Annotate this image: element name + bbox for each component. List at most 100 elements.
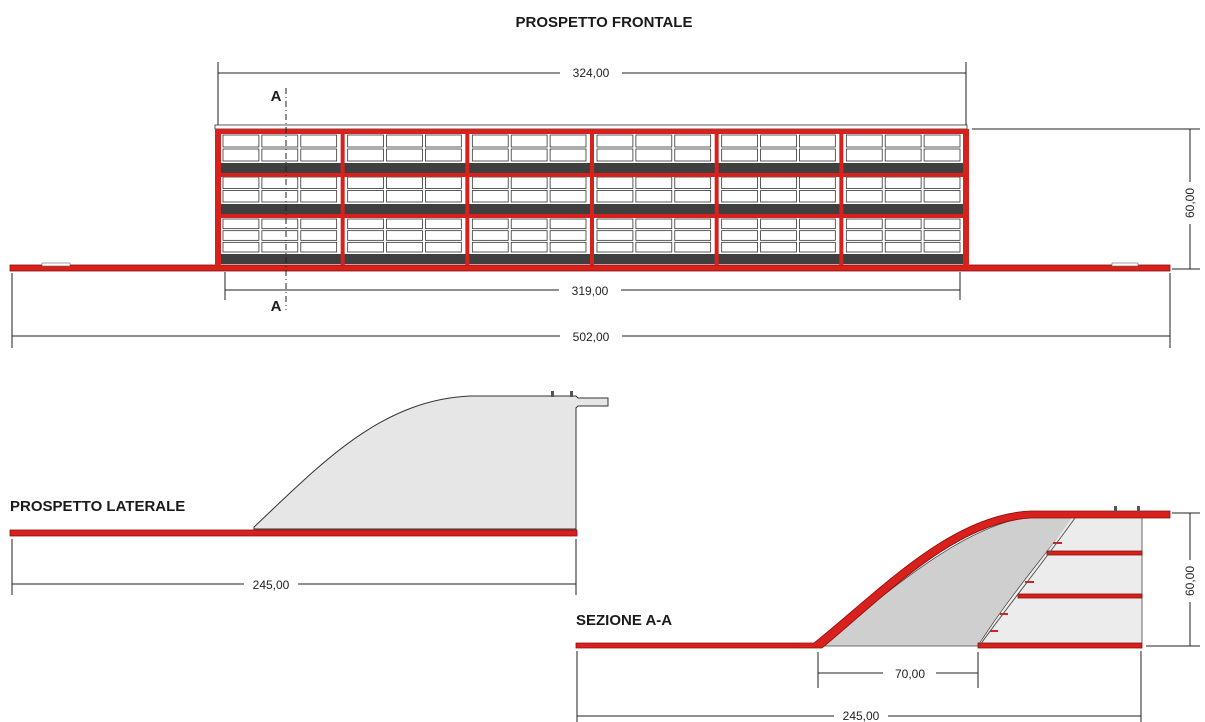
- facade-window-panel: [300, 190, 338, 203]
- facade-window-panel: [347, 176, 384, 189]
- facade-window-panel: [884, 190, 922, 203]
- facade-window-panel: [300, 176, 338, 189]
- side-roof-post-2: [570, 391, 573, 397]
- facade-window-panel: [300, 230, 338, 241]
- facade-window-panel: [674, 241, 712, 253]
- facade-window-panel: [425, 218, 462, 230]
- facade-window-panel: [760, 134, 797, 148]
- dimension-front-inner: 319,00: [224, 272, 961, 300]
- facade-window-panel: [261, 218, 299, 230]
- facade-window-panel: [799, 176, 836, 189]
- dimension-front-height-value: 60,00: [1183, 188, 1197, 218]
- facade-window-panel: [923, 241, 961, 253]
- facade-window-panel: [845, 230, 883, 241]
- facade-window-panel: [425, 230, 462, 241]
- facade-window-panel: [300, 241, 338, 253]
- facade-window-panel: [596, 190, 634, 203]
- facade-window-panel: [760, 148, 797, 162]
- facade-window-panel: [799, 241, 836, 253]
- facade-window-panel: [222, 218, 260, 230]
- side-roof-post-1: [551, 391, 554, 397]
- front-elevation-title: PROSPETTO FRONTALE: [516, 14, 693, 31]
- facade-window-panel: [386, 230, 423, 241]
- facade-window-panel: [884, 134, 922, 148]
- facade-window-panel: [261, 176, 299, 189]
- facade-window-panel: [386, 176, 423, 189]
- facade-window-panel: [799, 134, 836, 148]
- facade-window-panel: [386, 148, 423, 162]
- front-ground-marker-right: [1111, 262, 1139, 267]
- facade-window-panel: [222, 134, 260, 148]
- front-elevation: PROSPETTO FRONTALE 324,00 A A 60,00: [9, 14, 1200, 348]
- facade-window-panel: [549, 134, 587, 148]
- facade-window-panel: [222, 176, 260, 189]
- facade-window-panel: [760, 230, 797, 241]
- facade-window-panel: [845, 190, 883, 203]
- facade-window-panel: [471, 218, 509, 230]
- facade-window-panel: [510, 218, 548, 230]
- facade-window-panel: [721, 148, 758, 162]
- facade-window-panel: [674, 190, 712, 203]
- facade-window-panel: [760, 241, 797, 253]
- facade-window-panel: [596, 134, 634, 148]
- dimension-side-length: 245,00: [11, 539, 577, 595]
- facade-window-panel: [425, 148, 462, 162]
- section-roof-shell: [575, 510, 1171, 649]
- facade-window-panel: [425, 241, 462, 253]
- facade-window-panel: [347, 230, 384, 241]
- facade-window-panel: [674, 230, 712, 241]
- facade-window-panel: [261, 148, 299, 162]
- section-mark-bottom: A: [271, 298, 282, 315]
- facade-window-panel: [471, 230, 509, 241]
- facade-window-panel: [471, 148, 509, 162]
- facade-window-panel: [347, 190, 384, 203]
- facade-window-panel: [510, 241, 548, 253]
- facade-window-panel: [635, 230, 673, 241]
- facade-window-panel: [347, 134, 384, 148]
- facade-window-panel: [222, 230, 260, 241]
- facade-frame-right: [963, 129, 969, 267]
- facade-window-panel: [596, 218, 634, 230]
- facade-window-panel: [884, 241, 922, 253]
- facade-window-panel: [635, 148, 673, 162]
- facade-mullion: [590, 131, 594, 265]
- facade-window-panel: [347, 148, 384, 162]
- front-ground-slab: [9, 264, 1171, 272]
- facade-frame-left: [215, 129, 221, 267]
- dimension-front-top-value: 324,00: [573, 66, 610, 80]
- dimension-section-length-value: 245,00: [843, 709, 880, 722]
- dimension-section-height-value: 60,00: [1183, 566, 1197, 596]
- facade-window-panel: [471, 241, 509, 253]
- dimension-front-height: 60,00: [972, 128, 1200, 270]
- dimension-side-length-value: 245,00: [253, 578, 290, 592]
- section-roof-post-2: [1137, 506, 1140, 512]
- dimension-section-length: 245,00: [576, 651, 1142, 722]
- dimension-front-inner-value: 319,00: [572, 284, 609, 298]
- facade-window-panel: [300, 134, 338, 148]
- section-roof-post-1: [1114, 506, 1117, 512]
- facade-window-panel: [549, 176, 587, 189]
- facade-window-panel: [549, 148, 587, 162]
- facade-window-panel: [635, 190, 673, 203]
- side-elevation-title: PROSPETTO LATERALE: [10, 498, 185, 515]
- section-title: SEZIONE A-A: [576, 612, 672, 629]
- section-ground-slab-right: [977, 642, 1143, 649]
- facade-window-panel: [596, 176, 634, 189]
- facade-window-panel: [635, 218, 673, 230]
- facade-window-panel: [721, 190, 758, 203]
- facade-window-panel: [386, 190, 423, 203]
- side-elevation: PROSPETTO LATERALE 245,00: [9, 391, 609, 595]
- facade-window-panel: [471, 190, 509, 203]
- facade-window-panel: [510, 134, 548, 148]
- facade-mullion: [465, 131, 470, 265]
- facade-window-panel: [425, 176, 462, 189]
- facade-window-panel: [261, 190, 299, 203]
- facade-mullion: [340, 131, 345, 265]
- facade-window-panel: [222, 148, 260, 162]
- facade-window-panel: [386, 218, 423, 230]
- facade-window-panel: [674, 148, 712, 162]
- facade-window-panel: [721, 241, 758, 253]
- facade-window-panel: [510, 230, 548, 241]
- facade-window-panel: [760, 176, 797, 189]
